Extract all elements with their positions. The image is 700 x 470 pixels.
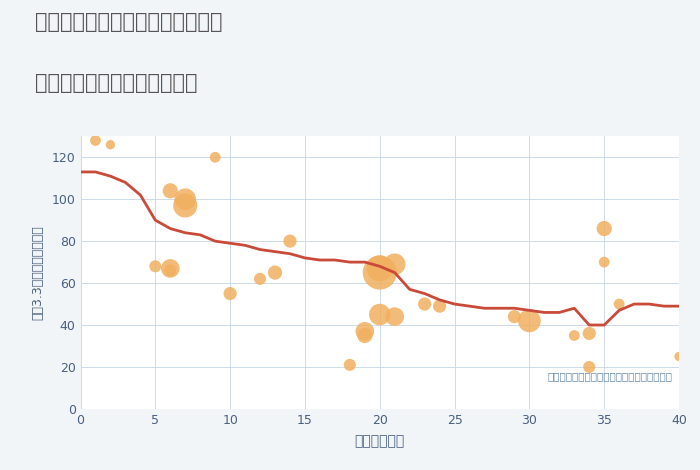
Point — [164, 187, 176, 195]
Point — [389, 260, 400, 268]
Point — [209, 154, 220, 161]
Text: 築年数別中古マンション価格: 築年数別中古マンション価格 — [35, 73, 197, 93]
Point — [105, 141, 116, 149]
Point — [568, 332, 580, 339]
Point — [598, 225, 610, 232]
Point — [150, 263, 161, 270]
Point — [613, 300, 624, 308]
Point — [419, 300, 430, 308]
Point — [374, 269, 385, 276]
Point — [180, 202, 191, 209]
Point — [598, 258, 610, 266]
Text: 愛知県名古屋市中川区法華西町の: 愛知県名古屋市中川区法華西町の — [35, 12, 223, 32]
Point — [90, 137, 101, 144]
Text: 円の大きさは、取引のあった物件面積を示す: 円の大きさは、取引のあった物件面積を示す — [547, 371, 672, 381]
Point — [255, 275, 266, 282]
Point — [344, 361, 356, 368]
Point — [164, 265, 176, 272]
X-axis label: 築年数（年）: 築年数（年） — [355, 434, 405, 448]
Point — [164, 267, 176, 274]
Point — [524, 317, 535, 325]
Point — [359, 332, 370, 339]
Point — [673, 352, 685, 360]
Point — [584, 329, 595, 337]
Point — [270, 269, 281, 276]
Point — [509, 313, 520, 321]
Point — [180, 196, 191, 203]
Point — [374, 311, 385, 318]
Y-axis label: 坪（3.3㎡）単価（万円）: 坪（3.3㎡）単価（万円） — [32, 225, 45, 320]
Point — [359, 328, 370, 335]
Point — [374, 265, 385, 272]
Point — [225, 290, 236, 298]
Point — [389, 313, 400, 321]
Point — [584, 363, 595, 371]
Point — [284, 237, 295, 245]
Point — [434, 302, 445, 310]
